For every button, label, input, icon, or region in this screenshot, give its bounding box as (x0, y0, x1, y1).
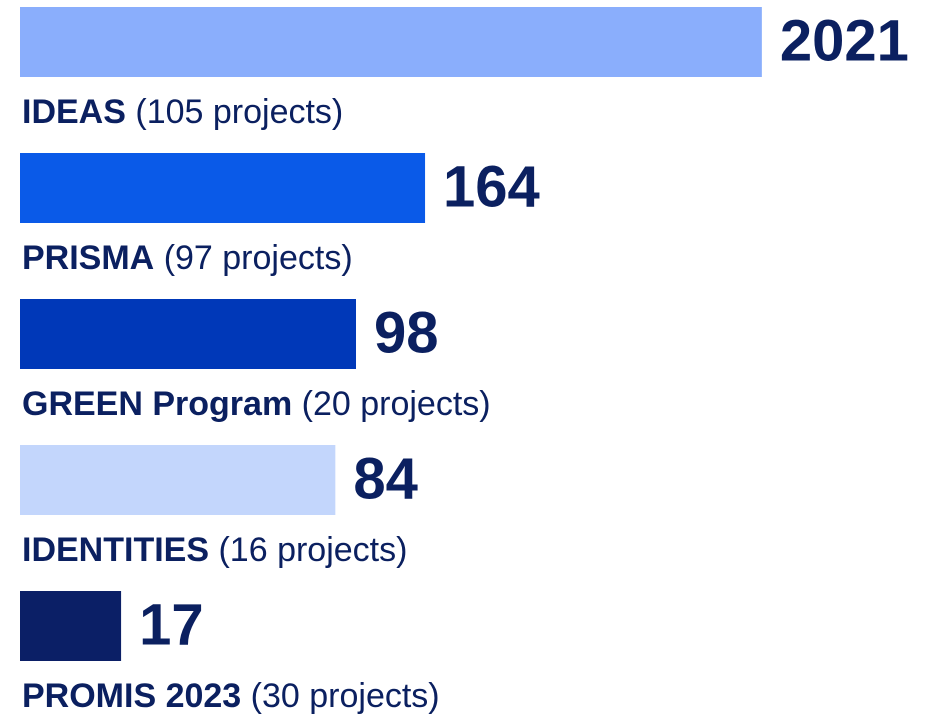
category-label: PROMIS 2023 (30 projects) (22, 677, 440, 714)
category-detail: (20 projects) (302, 385, 491, 423)
value-label: 164 (443, 154, 540, 219)
value-label: 98 (374, 300, 439, 365)
category-detail: (97 projects) (164, 239, 353, 277)
value-label: 17 (139, 592, 204, 657)
category-detail: (105 projects) (135, 93, 343, 131)
category-name: PRISMA (22, 239, 154, 277)
bar (20, 445, 336, 515)
category-label: PRISMA (97 projects) (22, 239, 353, 277)
value-label: 2021 (780, 8, 909, 73)
category-label: IDEAS (105 projects) (22, 93, 343, 131)
bar (20, 7, 762, 77)
category-name: PROMIS 2023 (22, 677, 241, 714)
category-detail: (30 projects) (251, 677, 440, 714)
bar (20, 591, 122, 661)
category-name: IDEAS (22, 93, 126, 131)
category-name: IDENTITIES (22, 531, 209, 569)
category-label: GREEN Program (20 projects) (22, 385, 491, 423)
bar (20, 153, 426, 223)
value-label: 84 (353, 446, 418, 511)
category-name: GREEN Program (22, 385, 292, 423)
category-detail: (16 projects) (218, 531, 407, 569)
bar (20, 299, 357, 369)
category-label: IDENTITIES (16 projects) (22, 531, 407, 569)
